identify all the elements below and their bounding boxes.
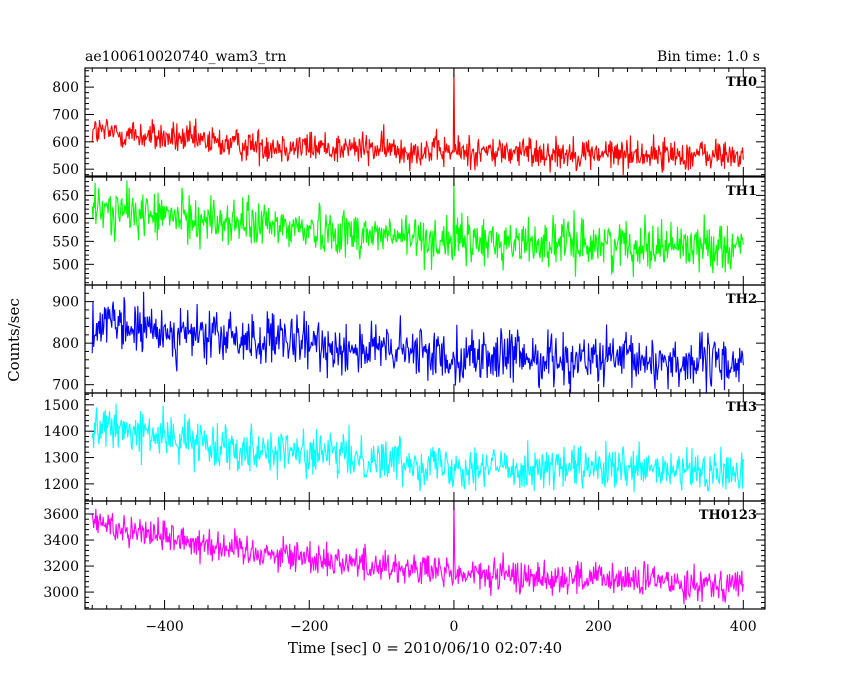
x-axis: −400 −200 0 200 400 bbox=[145, 619, 756, 635]
y-tick-label: 700 bbox=[52, 107, 79, 123]
x-tick-label: 0 bbox=[449, 619, 458, 635]
y-tick-label: 1200 bbox=[43, 477, 79, 493]
x-tick-label: −400 bbox=[145, 619, 183, 635]
y-tick-label: 1400 bbox=[43, 424, 79, 440]
y-tick-label: 500 bbox=[52, 257, 79, 273]
y-tick-label: 650 bbox=[52, 188, 79, 204]
y-axis-title: Counts/sec bbox=[5, 298, 23, 382]
y-tick-label: 3000 bbox=[43, 585, 79, 601]
y-tick-label: 500 bbox=[52, 162, 79, 178]
y-tick-label: 900 bbox=[52, 295, 79, 311]
panel-th0123: 3000 3200 3400 3600 TH0123 bbox=[43, 500, 766, 610]
figure-title: ae100610020740_wam3_trn bbox=[85, 49, 286, 65]
series-th0 bbox=[91, 68, 744, 176]
panel-label-th2: TH2 bbox=[726, 292, 757, 307]
panel-th0: 500 600 700 800 TH0 bbox=[52, 67, 766, 178]
panel-th1: 500 550 600 650 TH1 bbox=[52, 176, 766, 286]
y-tick-label: 800 bbox=[52, 336, 79, 352]
x-axis-title: Time [sec] 0 = 2010/06/10 02:07:40 bbox=[288, 639, 562, 657]
panel-label-th1: TH1 bbox=[726, 184, 757, 199]
panel-label-th0123: TH0123 bbox=[699, 508, 757, 523]
panels: 500 600 700 800 TH0 500 550 600 650 TH1 700 800 900 T… bbox=[43, 67, 766, 610]
panel-label-th3: TH3 bbox=[726, 400, 757, 415]
y-tick-label: 3200 bbox=[43, 559, 79, 575]
panel-frame bbox=[84, 392, 766, 502]
series-th0123 bbox=[91, 501, 744, 605]
bin-time-label: Bin time: 1.0 s bbox=[657, 49, 760, 65]
series-th3 bbox=[91, 403, 744, 493]
panel-frame bbox=[84, 500, 766, 610]
y-tick-label: 1300 bbox=[43, 451, 79, 467]
series-th2 bbox=[91, 291, 744, 393]
y-tick-label: 3600 bbox=[43, 507, 79, 523]
y-tick-label: 1500 bbox=[43, 398, 79, 414]
series-th1 bbox=[91, 177, 744, 278]
y-tick-label: 600 bbox=[52, 135, 79, 151]
panel-th3: 1200 1300 1400 1500 TH3 bbox=[43, 392, 766, 502]
y-tick-label: 550 bbox=[52, 234, 79, 250]
panel-label-th0: TH0 bbox=[726, 75, 757, 90]
x-tick-label: 200 bbox=[585, 619, 612, 635]
panel-th2: 700 800 900 TH2 bbox=[52, 284, 766, 394]
y-tick-label: 600 bbox=[52, 211, 79, 227]
y-tick-label: 3400 bbox=[43, 533, 79, 549]
x-tick-label: −200 bbox=[290, 619, 328, 635]
y-tick-label: 700 bbox=[52, 378, 79, 394]
y-tick-label: 800 bbox=[52, 80, 79, 96]
x-tick-label: 400 bbox=[730, 619, 757, 635]
